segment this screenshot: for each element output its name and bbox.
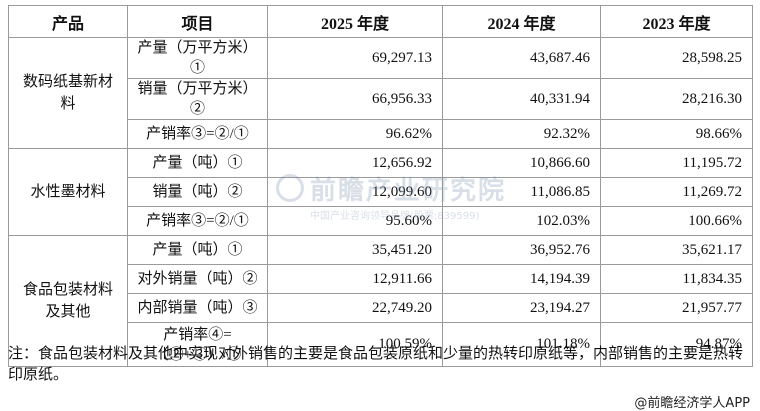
value-cell: 10,866.60 bbox=[442, 148, 601, 178]
product-cell: 食品包装材料及其他 bbox=[8, 235, 128, 367]
value-cell: 98.66% bbox=[600, 119, 753, 149]
header-cell: 项目 bbox=[127, 5, 268, 38]
value-cell: 69,297.13 bbox=[267, 37, 443, 79]
product-cell: 数码纸基新材料 bbox=[8, 37, 128, 149]
value-cell: 21,957.77 bbox=[600, 293, 753, 323]
data-table: 产品 项目 2025 年度 2024 年度 2023 年度 数码纸基新材料 产量（万平方米… bbox=[8, 5, 753, 367]
table-row: 数码纸基新材料 产量（万平方米）① 69,297.13 43,687.46 28,598… bbox=[8, 37, 753, 149]
header-cell: 2023 年度 bbox=[600, 5, 753, 38]
header-cell: 产品 bbox=[8, 5, 128, 38]
table-row: 食品包装材料及其他 产量（吨）① 35,451.20 36,952.76 35,621.… bbox=[8, 235, 753, 367]
value-cell: 14,194.39 bbox=[442, 264, 601, 294]
product-cell: 水性墨材料 bbox=[8, 148, 128, 236]
value-cell: 66,956.33 bbox=[267, 78, 443, 120]
value-cell: 11,086.85 bbox=[442, 177, 601, 207]
value-cell: 12,911.66 bbox=[267, 264, 443, 294]
value-cell: 11,834.35 bbox=[600, 264, 753, 294]
header-cell: 2025 年度 bbox=[267, 5, 443, 38]
item-cell: 内部销量（吨）③ bbox=[127, 293, 268, 323]
value-cell: 28,598.25 bbox=[600, 37, 753, 79]
value-cell: 12,099.60 bbox=[267, 177, 443, 207]
value-cell: 12,656.92 bbox=[267, 148, 443, 178]
value-cell: 36,952.76 bbox=[442, 235, 601, 265]
item-cell: 产量（万平方米）① bbox=[127, 37, 268, 79]
item-cell: 产销率③=②/① bbox=[127, 119, 268, 149]
value-cell: 28,216.30 bbox=[600, 78, 753, 120]
value-cell: 92.32% bbox=[442, 119, 601, 149]
value-cell: 94.87% bbox=[600, 322, 753, 367]
item-cell: 产销率④=（②+③）/① bbox=[127, 322, 268, 367]
header-row: 产品 项目 2025 年度 2024 年度 2023 年度 bbox=[8, 5, 753, 38]
value-cell: 23,194.27 bbox=[442, 293, 601, 323]
value-cell: 22,749.20 bbox=[267, 293, 443, 323]
table-row: 对外销量（吨）② 12,911.66 14,194.39 11,834.35 bbox=[9, 264, 753, 294]
value-cell: 101.18% bbox=[442, 322, 601, 367]
item-cell: 销量（吨）② bbox=[127, 177, 268, 207]
table-row: 产销率③=②/① 96.62% 92.32% 98.66% bbox=[9, 119, 753, 149]
value-cell: 11,269.72 bbox=[600, 177, 753, 207]
item-cell: 产量（吨）① bbox=[127, 235, 268, 265]
note: 注：食品包装材料及其他中实现对外销售的主要是食品包装原纸和少量的热转印原纸等，内… bbox=[8, 346, 744, 383]
value-cell: 102.03% bbox=[442, 206, 601, 236]
value-cell: 96.62% bbox=[267, 119, 443, 149]
table-row: 销量（万平方米）② 66,956.33 40,331.94 28,216.30 bbox=[9, 78, 753, 120]
table-body: 数码纸基新材料 产量（万平方米）① 69,297.13 43,687.46 28,598… bbox=[8, 37, 753, 367]
value-cell: 40,331.94 bbox=[442, 78, 601, 120]
item-cell: 对外销量（吨）② bbox=[127, 264, 268, 294]
header-cell: 2024 年度 bbox=[442, 5, 601, 38]
item-cell: 产销率③=②/① bbox=[127, 206, 268, 236]
value-cell: 95.60% bbox=[267, 206, 443, 236]
value-cell: 43,687.46 bbox=[442, 37, 601, 79]
item-cell: 产量（吨）① bbox=[127, 148, 268, 178]
table-row: 水性墨材料 产量（吨）① 12,656.92 10,866.60 11,195.72 bbox=[8, 148, 753, 236]
value-cell: 35,621.17 bbox=[600, 235, 753, 265]
value-cell: 100.66% bbox=[600, 206, 753, 236]
item-cell: 销量（万平方米）② bbox=[127, 78, 268, 120]
table-row: 产销率④=（②+③）/① 100.59% 101.18% 94.87% bbox=[9, 322, 753, 367]
value-cell: 35,451.20 bbox=[267, 235, 443, 265]
value-cell: 11,195.72 bbox=[600, 148, 753, 178]
footer: @前瞻经济学人APP bbox=[634, 396, 750, 411]
